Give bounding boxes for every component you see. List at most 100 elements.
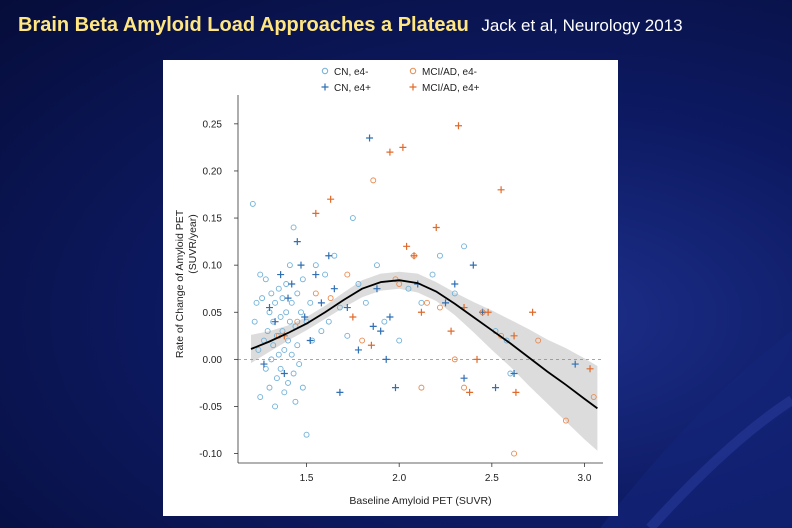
cn-e4plus-point	[325, 252, 333, 260]
cn-e4minus-point	[283, 309, 290, 316]
mci-ad-e4plus-point	[403, 242, 411, 250]
y-tick-label: 0.20	[203, 166, 223, 177]
cn-e4minus-point	[283, 281, 290, 287]
mci-ad-e4plus-point	[349, 313, 357, 321]
mci-ad-e4minus-point	[590, 394, 597, 401]
y-tick-label: 0.05	[203, 308, 223, 319]
cn-e4plus-point	[330, 285, 338, 293]
cn-e4plus-point	[265, 304, 273, 312]
mci-ad-e4minus-point	[437, 304, 443, 311]
cn-e4minus-point	[251, 318, 258, 325]
mci-ad-e4minus-point	[418, 384, 425, 391]
scatter-chart: -0.10 -0.05 0.00 0.05 0.10 0.15 0.20 0.25 1.5 2.0…	[174, 67, 603, 507]
mci-ad-e4minus-point	[392, 276, 399, 283]
cn-e4minus-point	[257, 394, 264, 401]
cn-e4minus-point	[277, 314, 284, 320]
cn-e4minus-point	[503, 337, 510, 344]
cn-e4minus-point	[294, 342, 301, 349]
cn-e4minus-point	[266, 384, 273, 391]
y-tick-label: 0.15	[203, 214, 223, 225]
cn-e4plus-point	[317, 299, 325, 307]
cn-e4minus-point	[296, 361, 303, 368]
y-tick-label: -0.10	[199, 449, 222, 460]
cn-e4minus-point	[249, 200, 256, 207]
cn-e4minus-point	[277, 365, 284, 372]
cn-e4plus-point	[469, 261, 477, 269]
cn-e4plus-point	[366, 134, 374, 142]
y-tick-label: 0.00	[203, 355, 223, 366]
cn-e4minus-point	[299, 384, 306, 391]
cn-e4plus-point	[271, 318, 279, 326]
cn-e4minus-point	[298, 309, 304, 316]
cn-e4plus-point	[306, 337, 314, 345]
mci-ad-e4plus-point	[512, 388, 520, 396]
cn-e4plus-point	[369, 322, 377, 330]
cn-e4minus-point	[253, 299, 260, 306]
mci-ad-e4plus-point	[327, 195, 335, 203]
cn-e4minus-point	[292, 398, 299, 405]
y-axis-label-units: (SUVR/year)	[187, 214, 199, 274]
cn-e4minus-point	[344, 332, 351, 339]
cn-e4minus-point	[272, 299, 279, 306]
cn-e4minus-point	[374, 262, 380, 269]
mci-ad-e4minus-point	[327, 295, 334, 302]
cn-e4minus-point	[279, 295, 286, 302]
cn-e4minus-point	[285, 379, 291, 386]
cn-e4minus-point	[396, 337, 403, 344]
cn-e4plus-point	[391, 384, 399, 392]
cn-e4minus-point	[281, 346, 288, 353]
mci-ad-e4plus-point	[447, 327, 455, 335]
legend-marker	[409, 83, 417, 91]
mci-ad-e4plus-point	[454, 122, 462, 130]
y-tick-label: 0.10	[203, 261, 223, 272]
cn-e4plus-point	[293, 238, 301, 246]
cn-e4minus-point	[299, 276, 306, 283]
cn-e4plus-point	[373, 285, 381, 293]
cn-e4minus-point	[275, 285, 282, 292]
cn-e4minus-point	[279, 328, 286, 335]
cn-e4minus-point	[270, 342, 277, 349]
cn-e4minus-point	[336, 304, 343, 311]
x-tick-label: 1.5	[300, 473, 314, 484]
cn-e4plus-point	[442, 299, 450, 307]
cn-e4minus-point	[288, 351, 295, 358]
cn-e4plus-point	[382, 355, 390, 363]
slide-title: Brain Beta Amyloid Load Approaches a Pla…	[18, 14, 469, 36]
cn-e4plus-point	[288, 280, 296, 288]
mci-ad-e4minus-point	[312, 290, 319, 297]
cn-e4minus-point	[418, 299, 425, 306]
cn-e4minus-point	[259, 295, 266, 302]
mci-ad-e4plus-point	[410, 252, 418, 260]
cn-e4minus-point	[322, 271, 329, 278]
cn-e4plus-point	[301, 313, 309, 321]
cn-e4minus-point	[437, 252, 443, 259]
x-tick-label: 2.5	[485, 473, 499, 484]
mci-ad-e4plus-point	[432, 223, 440, 231]
legend-label: CN, e4+	[334, 83, 371, 94]
cn-e4minus-point	[331, 252, 338, 259]
cn-e4minus-point	[307, 299, 314, 306]
y-axis-label: Rate of Change of Amyloid PET	[174, 209, 186, 358]
cn-e4minus-point	[290, 224, 297, 231]
cn-e4minus-point	[451, 290, 458, 297]
cn-e4minus-point	[268, 290, 275, 297]
mci-ad-e4plus-point	[497, 186, 505, 194]
mci-ad-e4minus-point	[294, 318, 301, 325]
cn-e4plus-point	[280, 370, 288, 377]
mci-ad-e4minus-point	[370, 177, 377, 184]
cn-e4minus-point	[362, 299, 369, 306]
cn-e4minus-point	[312, 262, 319, 269]
mci-ad-e4plus-point	[399, 143, 407, 151]
cn-e4minus-point	[355, 281, 362, 287]
cn-e4minus-point	[273, 375, 280, 382]
mci-ad-e4plus-point	[417, 308, 425, 316]
mci-ad-e4plus-point	[312, 209, 320, 217]
cn-e4minus-point	[325, 318, 332, 325]
cn-e4minus-point	[257, 271, 264, 278]
mci-ad-e4plus-point	[510, 332, 518, 340]
legend-marker	[321, 67, 329, 75]
cn-e4plus-point	[354, 346, 362, 354]
mci-ad-e4plus-point	[367, 341, 375, 349]
legend-marker	[409, 67, 417, 75]
